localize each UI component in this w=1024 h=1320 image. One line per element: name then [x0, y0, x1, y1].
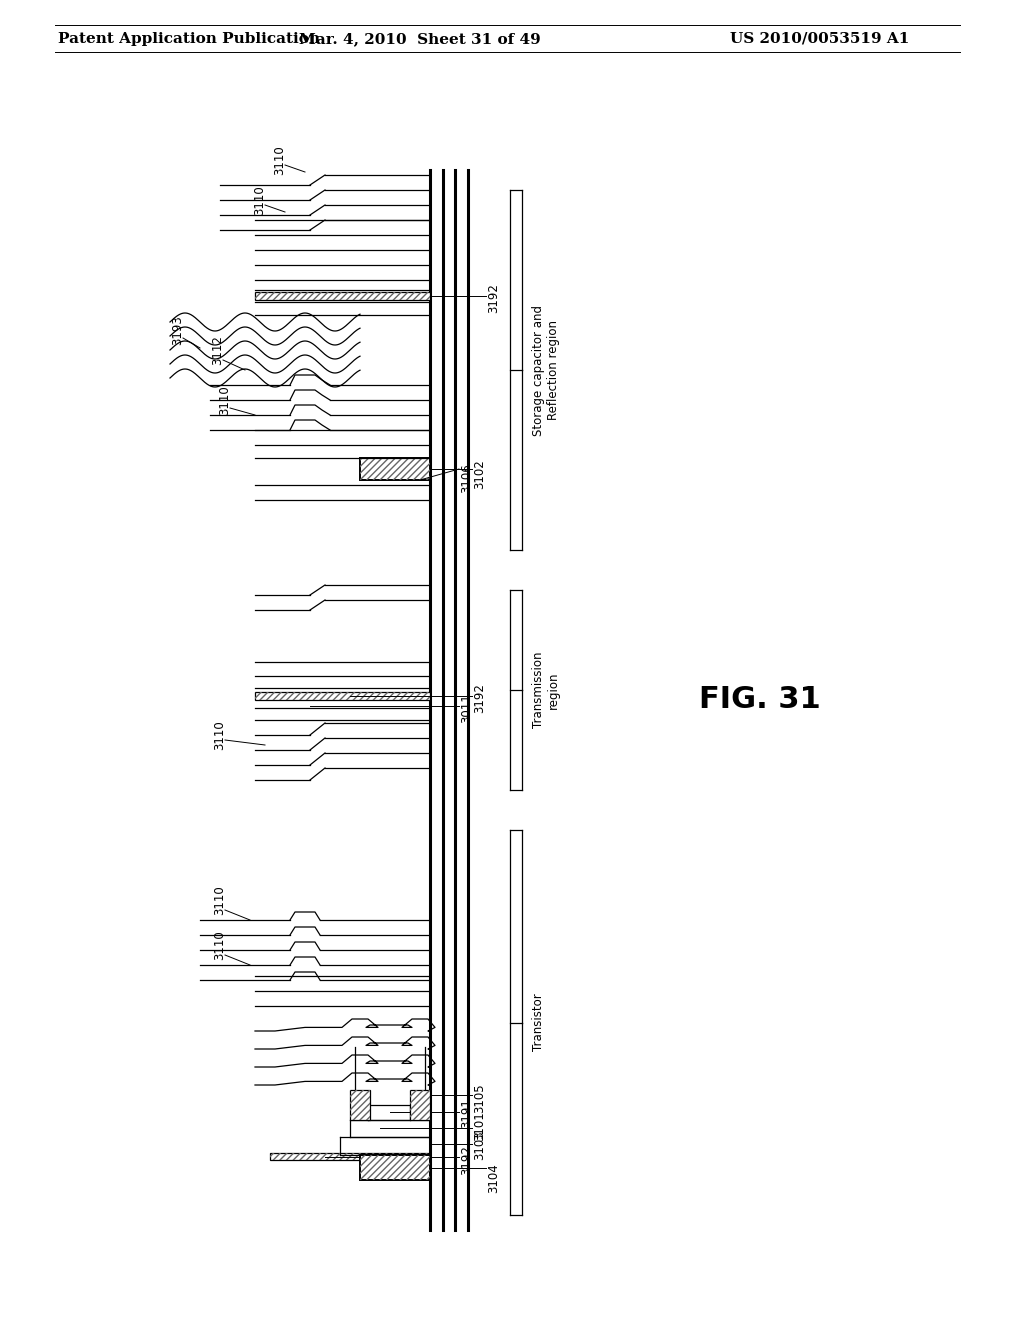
Bar — [255, 692, 430, 700]
Bar — [360, 458, 430, 480]
Bar — [270, 1152, 430, 1160]
Bar — [255, 292, 430, 300]
Text: Transistor: Transistor — [532, 994, 545, 1051]
Text: 3110: 3110 — [273, 145, 287, 174]
Text: 3110: 3110 — [213, 721, 226, 750]
Text: 3110: 3110 — [254, 185, 266, 215]
Text: 3112: 3112 — [212, 335, 224, 364]
Bar — [360, 1155, 430, 1180]
Text: 3192: 3192 — [487, 282, 500, 313]
Text: US 2010/0053519 A1: US 2010/0053519 A1 — [730, 32, 909, 46]
Text: 3193: 3193 — [171, 315, 184, 345]
Bar — [360, 458, 430, 480]
Bar — [350, 1090, 370, 1119]
Text: Transmission
region: Transmission region — [532, 652, 560, 729]
Bar — [410, 1090, 430, 1119]
Text: 3110: 3110 — [213, 931, 226, 960]
Text: 3106: 3106 — [460, 463, 473, 492]
Bar — [255, 692, 430, 700]
Bar — [410, 1090, 430, 1119]
Text: Mar. 4, 2010  Sheet 31 of 49: Mar. 4, 2010 Sheet 31 of 49 — [299, 32, 541, 46]
Bar — [255, 292, 430, 300]
Text: 3110: 3110 — [218, 385, 231, 414]
Bar — [360, 1155, 430, 1180]
Bar — [350, 1090, 370, 1119]
Text: 3105: 3105 — [473, 1084, 486, 1113]
Text: 3192: 3192 — [460, 1144, 473, 1175]
Text: FIG. 31: FIG. 31 — [699, 685, 821, 714]
Text: Patent Application Publication: Patent Application Publication — [58, 32, 319, 46]
Text: Storage capacitor and
Reflection region: Storage capacitor and Reflection region — [532, 305, 560, 436]
Text: 3191: 3191 — [460, 1098, 473, 1127]
Text: 3103: 3103 — [473, 1130, 486, 1160]
Text: 3110: 3110 — [213, 886, 226, 915]
Text: 3011: 3011 — [460, 693, 473, 723]
Text: 3192: 3192 — [473, 682, 486, 713]
Bar — [270, 1152, 430, 1160]
Text: 3104: 3104 — [487, 1163, 500, 1193]
Text: 3101: 3101 — [473, 1111, 486, 1140]
Text: 3102: 3102 — [473, 459, 486, 488]
